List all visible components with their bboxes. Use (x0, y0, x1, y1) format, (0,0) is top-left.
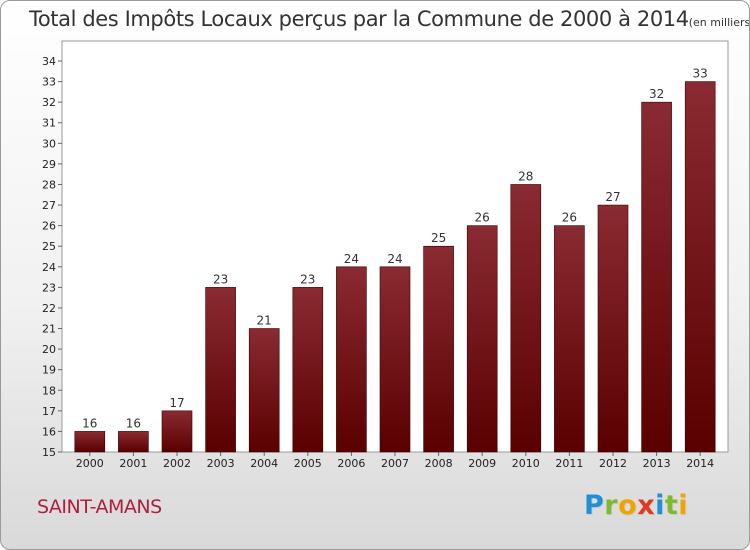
bar (161, 410, 193, 453)
bar (205, 287, 236, 453)
y-tick-label: 19 (42, 364, 56, 377)
y-tick-label: 15 (42, 446, 56, 459)
bar-value-label: 25 (431, 231, 446, 245)
bar (510, 184, 542, 453)
bar-value-label: 26 (562, 211, 577, 225)
bar-value-label: 28 (518, 169, 533, 183)
y-tick-label: 34 (42, 55, 56, 68)
bar-value-label: 26 (475, 211, 490, 225)
y-tick-label: 28 (42, 178, 56, 191)
y-tick-label: 26 (42, 220, 56, 233)
bar (379, 266, 411, 453)
bar-value-label: 23 (300, 272, 315, 286)
y-tick-label: 31 (42, 117, 56, 130)
bar-value-label: 21 (257, 314, 272, 328)
logo-letter: r (604, 490, 619, 521)
logo-letter: o (618, 490, 638, 521)
bar (292, 287, 324, 453)
bars: 16 16 17 23 21 23 24 24 25 26 28 26 27 32 33 (74, 67, 716, 453)
x-tick-label: 2009 (468, 457, 496, 470)
logo-letter: i (678, 490, 689, 521)
bar (466, 225, 498, 453)
x-tick-label: 2003 (207, 457, 235, 470)
bar-value-label: 16 (82, 416, 97, 430)
y-tick-label: 21 (42, 323, 56, 336)
x-tick-label: 2010 (512, 457, 540, 470)
bar-value-label: 27 (605, 190, 620, 204)
y-tick-label: 33 (42, 76, 56, 89)
bar (597, 204, 629, 453)
chart-title-main: Total des Impôts Locaux perçus par la Co… (29, 7, 689, 31)
bar (423, 245, 454, 453)
logo-letter: i (655, 490, 665, 521)
bar-value-label: 24 (387, 252, 402, 266)
bar (248, 328, 280, 453)
y-tick-label: 27 (42, 199, 56, 212)
y-axis: 15 16 17 18 19 20 21 22 23 24 25 26 27 28 29 30 31 32 33 34 (42, 55, 62, 459)
y-tick-label: 16 (42, 425, 56, 438)
x-tick-label: 2006 (337, 457, 365, 470)
x-tick-label: 2007 (381, 457, 409, 470)
logo-letter: P (584, 490, 605, 521)
x-tick-label: 2004 (250, 457, 278, 470)
x-tick-label: 2002 (163, 457, 191, 470)
bar (641, 101, 672, 453)
y-tick-label: 29 (42, 158, 56, 171)
x-tick-label: 2008 (425, 457, 453, 470)
logo-letter: t (664, 490, 679, 521)
logo-letter: x (637, 490, 656, 521)
bar-value-label: 33 (693, 67, 708, 81)
x-tick-label: 2014 (686, 457, 714, 470)
bar-value-label: 16 (126, 416, 141, 430)
y-tick-label: 22 (42, 302, 56, 315)
y-tick-label: 32 (42, 96, 56, 109)
y-tick-label: 20 (42, 343, 56, 356)
bar-value-label: 23 (213, 272, 228, 286)
bar (554, 225, 585, 453)
y-tick-label: 18 (42, 384, 56, 397)
x-axis: 2000 2001 2002 2003 2004 2005 2006 2007 2008 2009… (76, 452, 714, 470)
y-tick-label: 23 (42, 281, 56, 294)
chart-title-unit: (en milliers d'€) (688, 16, 750, 29)
x-tick-label: 2000 (76, 457, 104, 470)
commune-name: SAINT-AMANS (37, 496, 162, 518)
x-tick-label: 2001 (119, 457, 147, 470)
y-tick-label: 30 (42, 137, 56, 150)
y-tick-label: 17 (42, 405, 56, 418)
bar-value-label: 32 (649, 87, 664, 101)
bar-value-label: 17 (169, 396, 184, 410)
bar-value-label: 24 (344, 252, 359, 266)
x-tick-label: 2005 (294, 457, 322, 470)
x-tick-label: 2012 (599, 457, 627, 470)
chart-title: Total des Impôts Locaux perçus par la Co… (29, 7, 750, 31)
bar (336, 266, 367, 453)
y-tick-label: 25 (42, 240, 56, 253)
bar (74, 431, 106, 453)
bar (118, 431, 149, 453)
proxiti-logo[interactable]: Proxiti (584, 490, 688, 521)
y-tick-label: 24 (42, 261, 56, 274)
x-tick-label: 2013 (643, 457, 671, 470)
x-tick-label: 2011 (555, 457, 583, 470)
bar (684, 81, 716, 453)
